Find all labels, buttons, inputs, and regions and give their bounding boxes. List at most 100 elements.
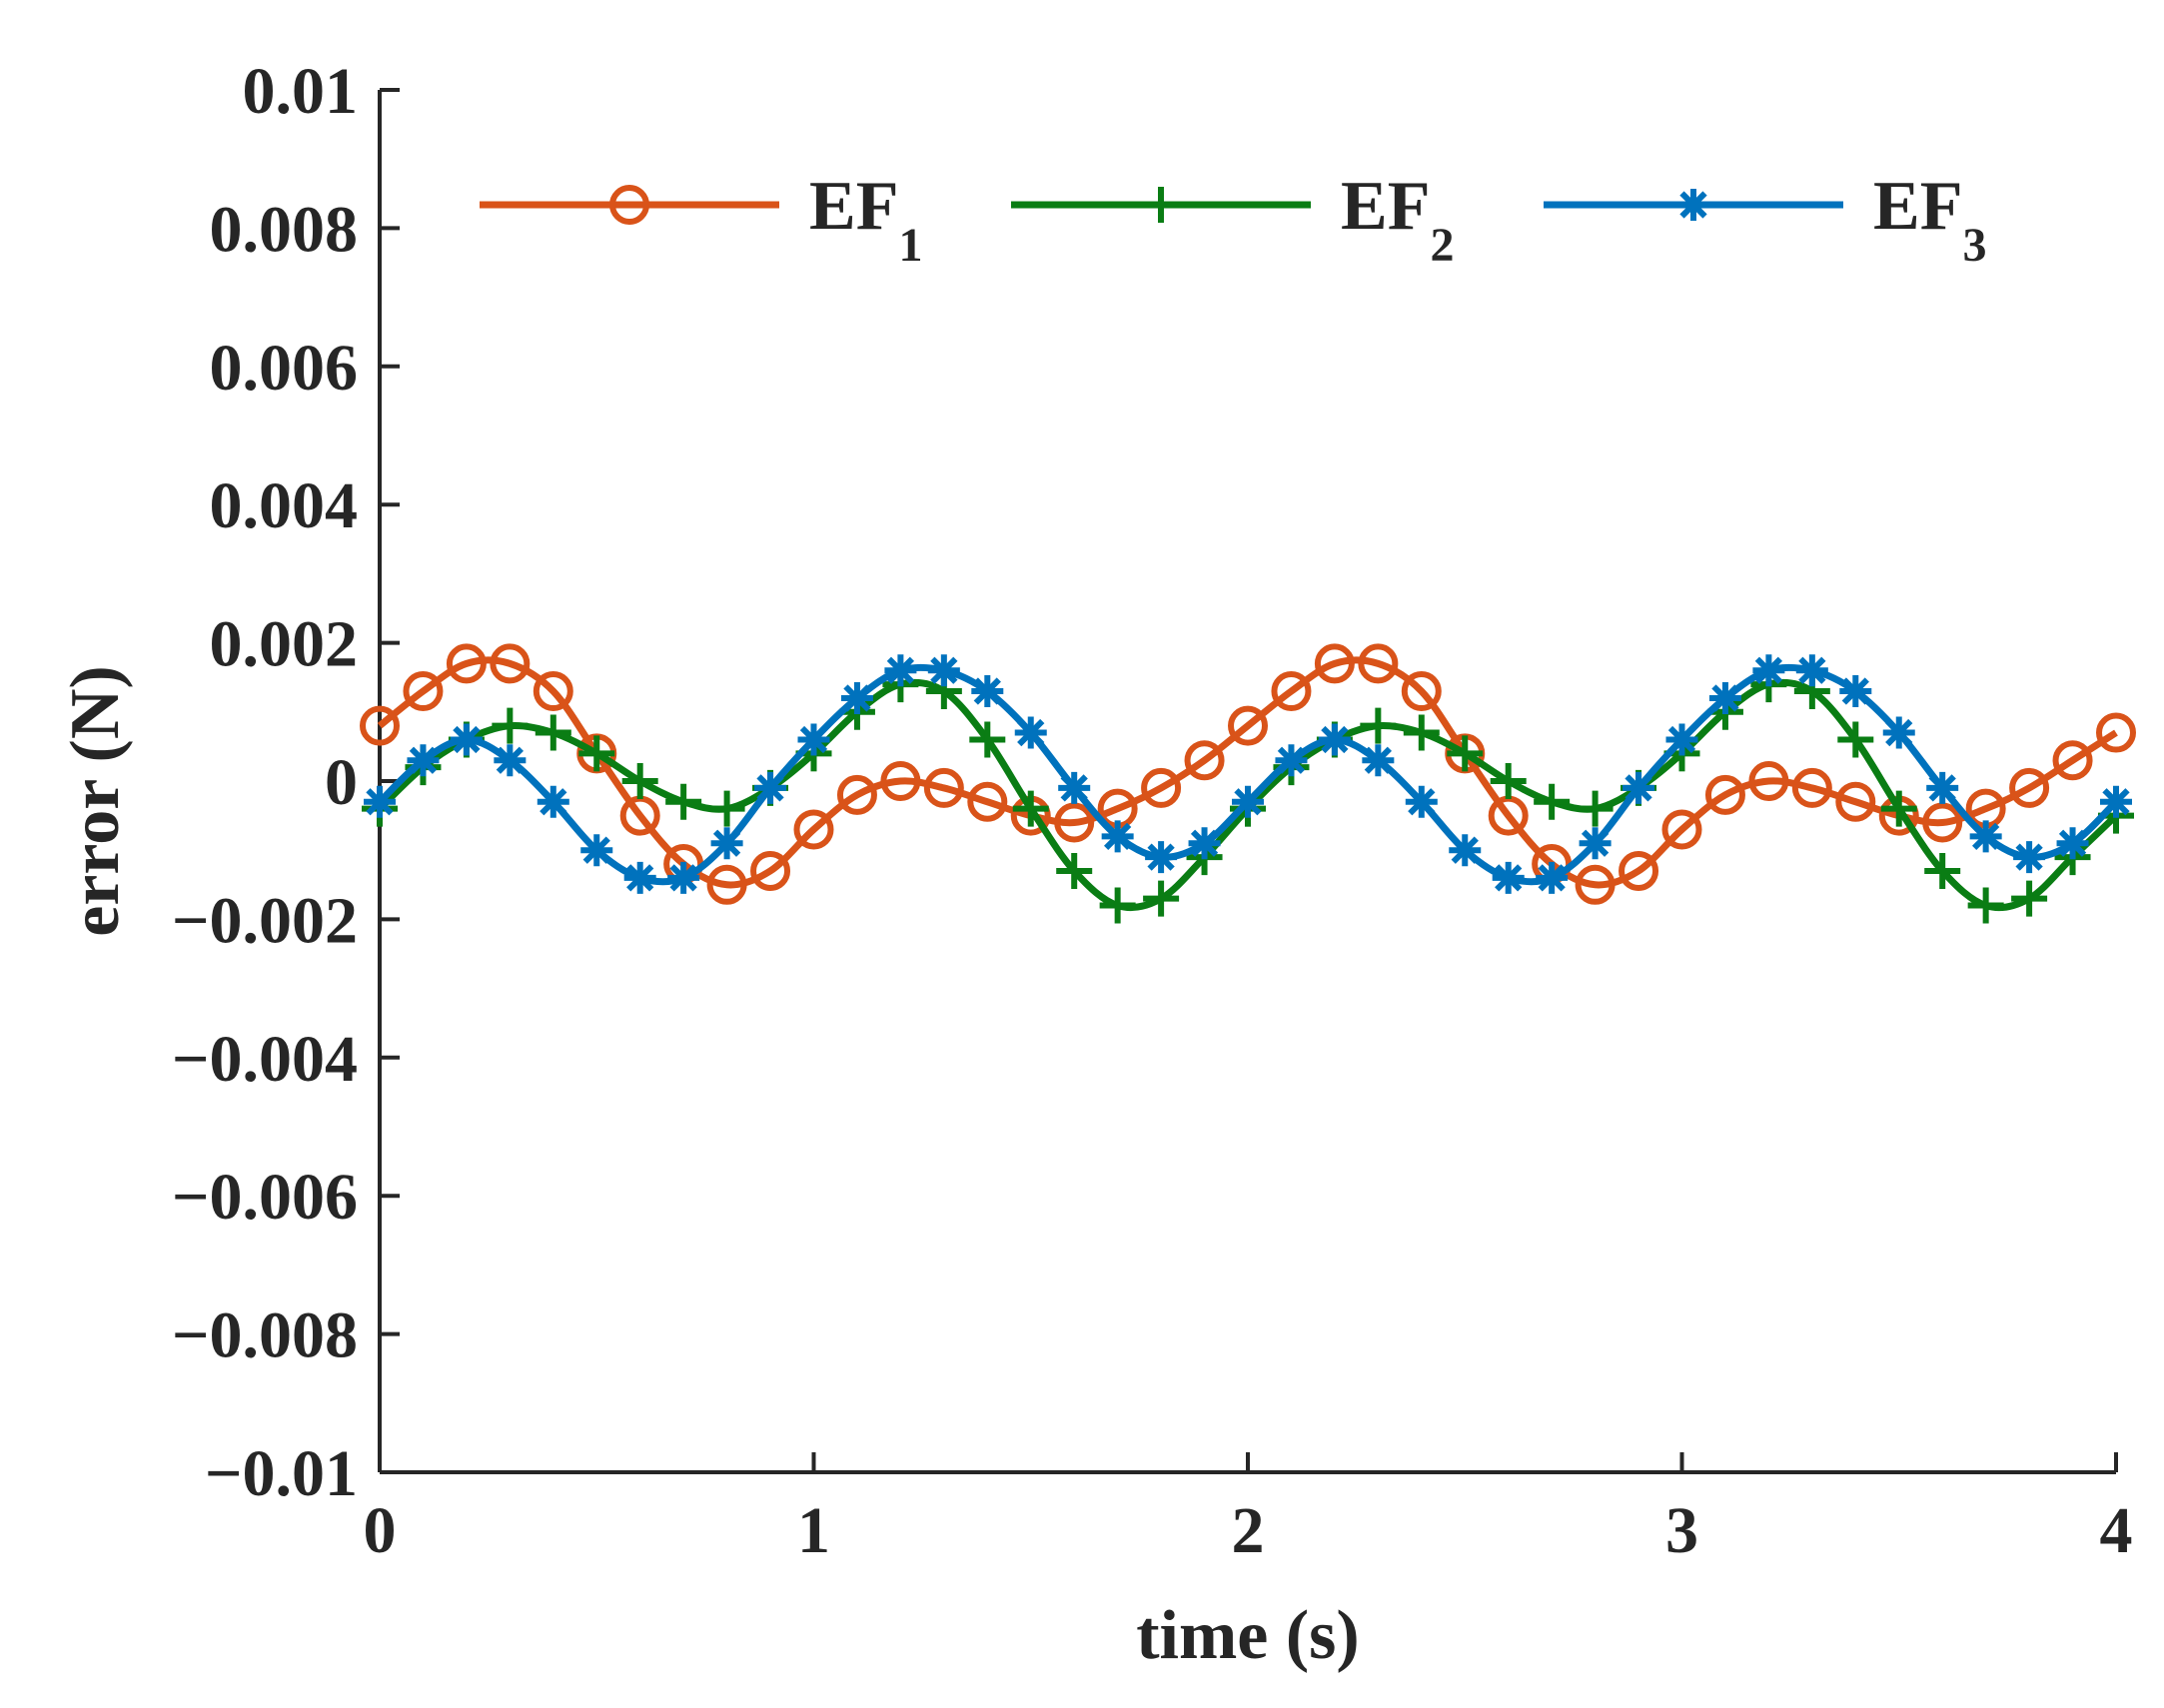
data-point-marker [450, 723, 483, 756]
y-tick-label: 0.006 [210, 332, 359, 405]
data-point-marker [1314, 643, 1355, 684]
legend-label: EF2 [1341, 168, 1454, 272]
legend-label: EF3 [1873, 168, 1986, 272]
data-point-marker [1449, 834, 1482, 867]
data-point-marker [1362, 744, 1395, 777]
x-tick-label: 2 [1232, 1494, 1265, 1567]
data-point-marker [1188, 827, 1221, 860]
data-point-marker [2013, 841, 2046, 874]
data-point-marker [1835, 781, 1876, 822]
data-point-marker [1012, 790, 1049, 827]
data-point-marker [793, 809, 834, 850]
data-point-marker [490, 643, 531, 684]
legend-label-main: EF [1873, 168, 1962, 245]
data-point-marker [623, 861, 656, 894]
data-point-marker [621, 763, 658, 799]
data-point-marker [537, 785, 569, 818]
data-point-marker [1143, 187, 1179, 223]
legend-label-subscript: 1 [898, 219, 922, 272]
data-point-marker [1661, 809, 1702, 850]
y-tick-label: 0.008 [210, 193, 359, 266]
legend-label-main: EF [1341, 168, 1430, 245]
axes: 0.01 0.008 0.006 0.004 0.002 0 −0.002 −0.004 −0.… [172, 55, 2133, 1567]
data-point-marker [1401, 671, 1442, 712]
data-point-marker [1141, 767, 1182, 808]
data-point-marker [1275, 744, 1308, 777]
data-point-marker [1575, 864, 1616, 905]
data-point-marker [1271, 671, 1312, 712]
y-tick-label: −0.004 [172, 1023, 358, 1096]
data-point-marker [969, 721, 1006, 758]
data-point-marker [2009, 767, 2050, 808]
data-point-marker [1143, 880, 1180, 917]
data-point-marker [1490, 763, 1527, 799]
data-point-marker [840, 681, 873, 714]
data-point-marker [708, 790, 745, 827]
data-point-marker [1969, 820, 2002, 853]
data-point-marker [2052, 740, 2093, 781]
series-ef3 [364, 654, 2132, 894]
data-point-marker [1360, 707, 1397, 744]
data-point-marker [1795, 654, 1828, 687]
data-point-marker [1447, 735, 1484, 772]
data-point-marker [403, 671, 444, 712]
data-point-marker [533, 671, 573, 712]
data-point-marker [750, 850, 791, 891]
series-layer [360, 643, 2136, 924]
data-point-marker [1926, 771, 1959, 804]
data-point-marker [1623, 771, 1655, 804]
data-point-marker [1665, 723, 1698, 756]
y-tick-label: 0.002 [210, 608, 359, 681]
data-point-marker [2056, 827, 2089, 860]
data-point-marker [710, 827, 743, 860]
data-point-marker [1145, 841, 1178, 874]
data-point-marker [1677, 189, 1709, 221]
data-point-marker [1184, 740, 1225, 781]
data-point-marker [1880, 790, 1917, 827]
data-point-marker [1056, 852, 1093, 889]
x-tick-label: 3 [1665, 1494, 1698, 1567]
data-point-marker [1101, 820, 1134, 853]
x-tick-label: 4 [2100, 1494, 2133, 1567]
data-point-marker [665, 783, 702, 820]
data-point-marker [1536, 861, 1569, 894]
data-point-marker [2100, 785, 2132, 818]
legend-item-ef3: EF3 [1544, 168, 1986, 272]
data-point-marker [923, 767, 964, 808]
y-tick-label: 0.01 [243, 55, 359, 128]
data-point-marker [1579, 827, 1612, 860]
data-point-marker [706, 864, 747, 905]
data-point-marker [2011, 880, 2048, 917]
data-point-marker [1405, 785, 1438, 818]
data-point-marker [446, 643, 487, 684]
data-point-marker [1099, 887, 1136, 924]
data-point-marker [1534, 783, 1571, 820]
series-line [377, 656, 2118, 889]
data-point-marker [1058, 771, 1091, 804]
data-point-marker [1492, 861, 1525, 894]
data-point-marker [1318, 723, 1351, 756]
data-point-marker [360, 705, 400, 746]
data-point-marker [1619, 850, 1659, 891]
data-point-marker [1748, 761, 1789, 801]
data-point-marker [494, 744, 527, 777]
legend-item-ef2: EF2 [1011, 168, 1454, 272]
data-point-marker [492, 707, 529, 744]
y-tick-label: −0.01 [205, 1437, 358, 1510]
x-tick-label: 0 [364, 1494, 397, 1567]
x-axis-label: time (s) [1136, 1597, 1360, 1674]
data-point-marker [1014, 716, 1047, 749]
y-tick-label: 0 [325, 746, 358, 819]
x-tick-label: 1 [797, 1494, 830, 1567]
data-point-marker [609, 185, 649, 225]
data-point-marker [754, 771, 787, 804]
data-point-marker [1791, 767, 1832, 808]
data-point-marker [1708, 681, 1741, 714]
legend-item-ef1: EF1 [480, 168, 922, 272]
data-point-marker [884, 654, 917, 687]
data-point-marker [1924, 852, 1961, 889]
data-point-marker [364, 785, 396, 818]
data-point-marker [880, 761, 921, 801]
